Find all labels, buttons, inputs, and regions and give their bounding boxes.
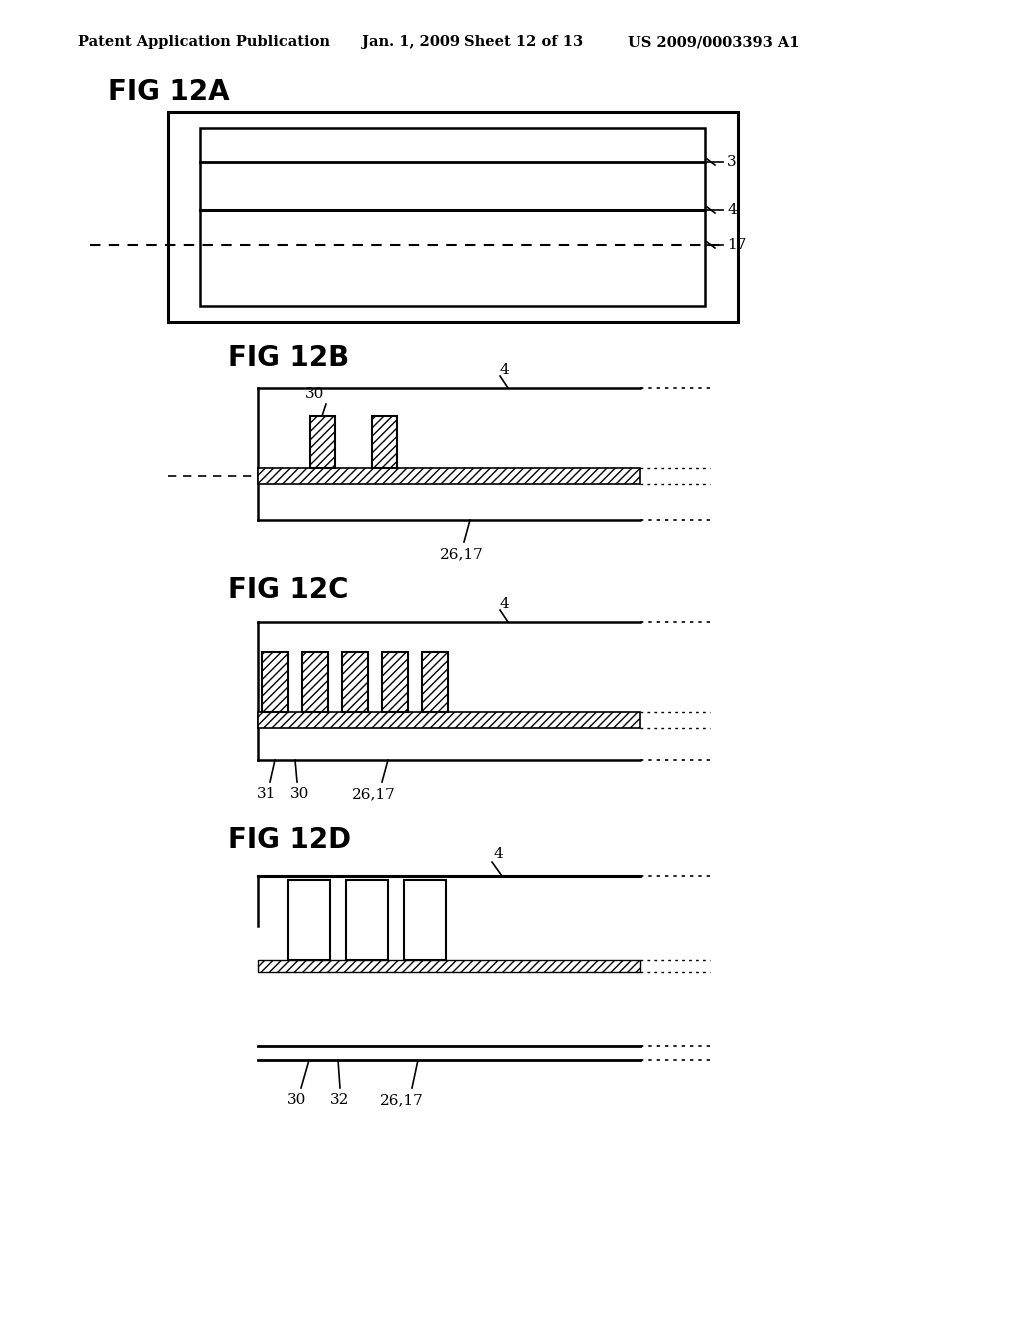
Text: 26,17: 26,17 — [380, 1093, 424, 1107]
Text: 30: 30 — [287, 1093, 306, 1107]
Text: US 2009/0003393 A1: US 2009/0003393 A1 — [628, 36, 800, 49]
Bar — [258, 711, 640, 729]
Text: FIG 12C: FIG 12C — [228, 576, 348, 605]
Bar — [342, 652, 368, 711]
Bar — [200, 128, 705, 306]
Text: 4: 4 — [494, 847, 503, 861]
Text: 4: 4 — [499, 363, 509, 378]
Bar — [404, 880, 446, 960]
Bar — [372, 416, 397, 469]
Text: Jan. 1, 2009: Jan. 1, 2009 — [362, 36, 460, 49]
Text: 26,17: 26,17 — [440, 546, 483, 561]
Text: 30: 30 — [290, 787, 309, 801]
Bar — [346, 880, 388, 960]
Bar — [262, 652, 288, 711]
Text: 3: 3 — [727, 154, 736, 169]
Text: FIG 12B: FIG 12B — [228, 345, 349, 372]
Text: 17: 17 — [727, 238, 746, 252]
Bar — [382, 652, 408, 711]
Text: 4: 4 — [727, 203, 736, 216]
Text: FIG 12A: FIG 12A — [108, 78, 229, 106]
Bar — [422, 652, 449, 711]
Bar — [258, 960, 640, 972]
Bar — [310, 416, 335, 469]
Bar — [258, 469, 640, 484]
Text: 4: 4 — [499, 597, 509, 611]
Bar — [302, 652, 328, 711]
Text: Patent Application Publication: Patent Application Publication — [78, 36, 330, 49]
Bar — [168, 112, 738, 322]
Text: 31: 31 — [257, 787, 276, 801]
Bar — [288, 880, 330, 960]
Text: 32: 32 — [330, 1093, 349, 1107]
Text: Sheet 12 of 13: Sheet 12 of 13 — [464, 36, 583, 49]
Text: 26,17: 26,17 — [352, 787, 395, 801]
Text: 30: 30 — [305, 387, 325, 401]
Text: FIG 12D: FIG 12D — [228, 826, 351, 854]
